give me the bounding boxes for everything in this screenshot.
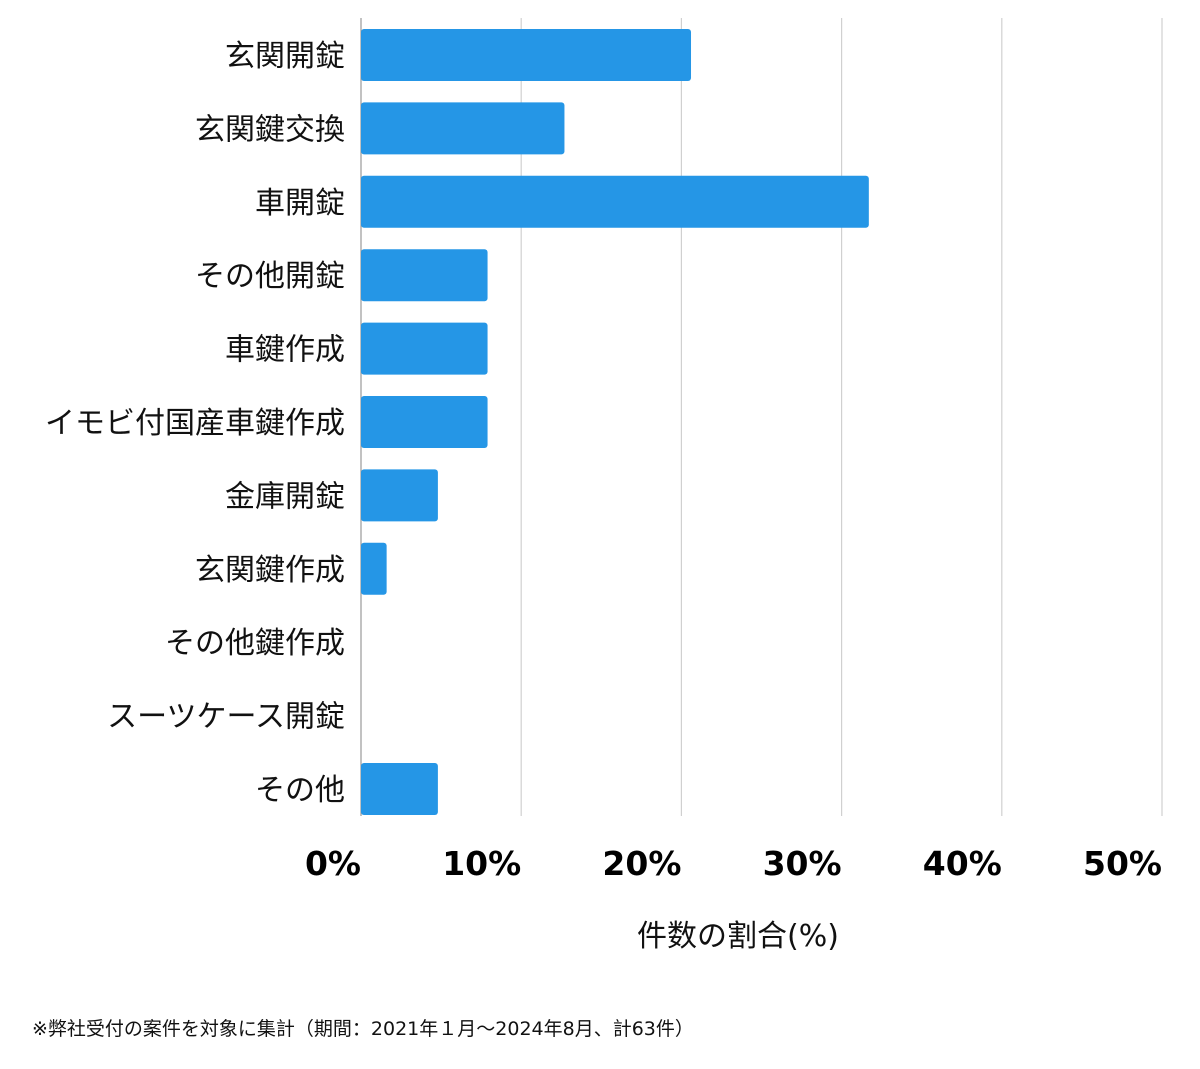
bar-chart: 玄関開錠玄関鍵交換車開錠その他開錠車鍵作成イモビ付国産車鍵作成金庫開錠玄関鍵作成… (45, 18, 1163, 954)
bar-7 (361, 542, 387, 595)
category-label-0: 玄関開錠 (225, 39, 345, 74)
tick-label-0: 0% (305, 844, 361, 883)
category-label-3: その他開錠 (195, 259, 345, 294)
tick-label-50: 50% (1083, 844, 1162, 883)
category-label-4: 車鍵作成 (225, 333, 345, 368)
category-labels: 玄関開錠玄関鍵交換車開錠その他開錠車鍵作成イモビ付国産車鍵作成金庫開錠玄関鍵作成… (45, 39, 345, 808)
category-label-8: その他鍵作成 (165, 626, 345, 661)
category-label-7: 玄関鍵作成 (195, 553, 345, 588)
category-label-5: イモビ付国産車鍵作成 (45, 406, 345, 441)
tick-labels: 0% 10% 20% 30% 40% 50% (305, 844, 1162, 883)
bar-5 (361, 396, 488, 448)
category-label-10: その他 (255, 773, 345, 808)
bar-1 (361, 102, 565, 155)
category-label-1: 玄関鍵交換 (195, 112, 345, 147)
tick-label-10: 10% (442, 844, 521, 883)
category-label-6: 金庫開錠 (225, 479, 345, 514)
bars (361, 29, 869, 815)
tick-label-20: 20% (602, 844, 681, 883)
bar-2 (361, 175, 869, 228)
category-label-9: スーツケース開錠 (107, 700, 345, 735)
bar-0 (361, 29, 692, 81)
footnote: ※弊社受付の案件を対象に集計（期間：2021年１月〜2024年8月、計63件） (32, 1018, 694, 1040)
bar-10 (361, 763, 438, 815)
bar-6 (361, 469, 438, 522)
category-label-2: 車開錠 (255, 186, 345, 221)
tick-label-30: 30% (763, 844, 842, 883)
bar-4 (361, 322, 488, 375)
bar-3 (361, 249, 488, 302)
tick-label-40: 40% (923, 844, 1002, 883)
x-axis-label: 件数の割合(%) (637, 919, 839, 954)
